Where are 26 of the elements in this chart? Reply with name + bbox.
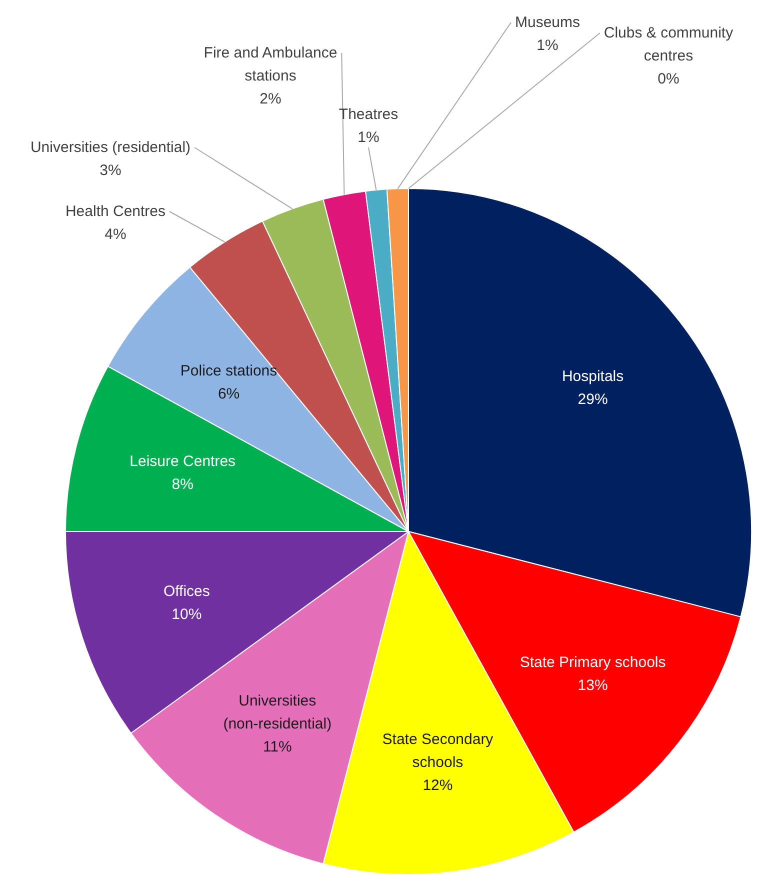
slice-label: Hospitals [562, 368, 624, 386]
data-label: 6% [218, 385, 240, 402]
slice-label: Theatres [338, 106, 398, 124]
data-label: 4% [104, 226, 126, 244]
slice-label: Offices [163, 583, 210, 600]
data-label: 8% [172, 476, 194, 494]
slice-label: Leisure Centres [130, 453, 236, 470]
slice-label: Museums [514, 14, 580, 32]
data-label: 29% [578, 391, 608, 408]
category-label: Clubs & community centres [604, 24, 734, 65]
data-label: 3% [100, 162, 122, 180]
slice-label: Universities (non-residential) [223, 692, 332, 733]
data-label: 11% [262, 738, 292, 756]
data-label: 1% [536, 37, 558, 54]
text: 0% [658, 70, 680, 88]
slice-label: Police stations [180, 362, 278, 380]
slice-label: State Secondary schools [382, 731, 494, 772]
slice-label: Universities (residential) [30, 139, 191, 156]
slice-label: State Primary schools [520, 654, 666, 672]
slice-label: Health Centres [65, 203, 166, 220]
data-label: 13% [578, 677, 608, 694]
data-label: 10% [172, 606, 202, 624]
data-label: 2% [260, 90, 282, 108]
data-label: 1% [358, 129, 380, 146]
slice-label: Fire and Ambulance stations [204, 44, 338, 85]
data-label: 12% [422, 777, 453, 794]
